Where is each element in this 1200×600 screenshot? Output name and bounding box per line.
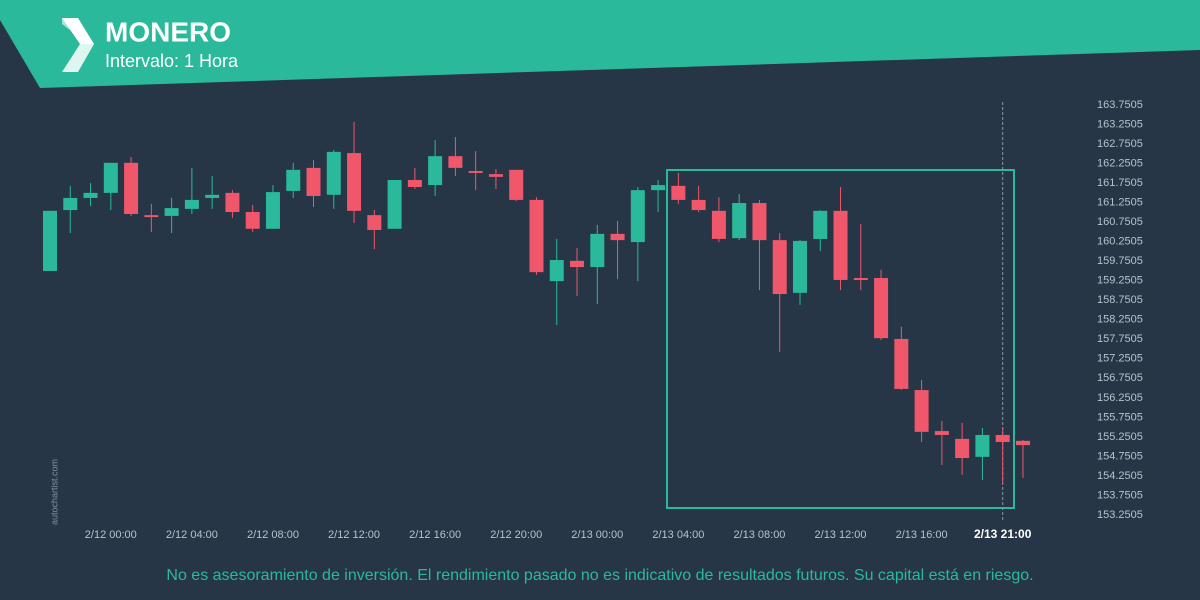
candle-body [103, 162, 118, 193]
candle-body [144, 215, 159, 218]
candle-body [651, 185, 666, 191]
y-tick-label: 157.2505 [1097, 353, 1143, 365]
y-tick-label: 159.7505 [1097, 255, 1143, 267]
candle-body [468, 171, 483, 173]
candle-body [529, 199, 544, 273]
candle-body [792, 240, 807, 293]
candle-body [184, 199, 199, 209]
y-tick-label: 153.7505 [1097, 489, 1143, 501]
candle-body [691, 199, 706, 211]
candle-body [671, 185, 686, 200]
candle-body [914, 390, 929, 432]
x-tick-label: 2/13 16:00 [896, 529, 948, 541]
y-tick-label: 154.2505 [1097, 470, 1143, 482]
x-tick-label: 2/12 12:00 [328, 529, 380, 541]
y-tick-label: 153.2505 [1097, 509, 1143, 521]
y-tick-label: 155.7505 [1097, 411, 1143, 423]
x-tick-label: 2/12 08:00 [247, 529, 299, 541]
y-tick-label: 154.7505 [1097, 450, 1143, 462]
x-tick-label: 2/13 21:00 [974, 527, 1032, 541]
candle-body [225, 192, 240, 213]
candle-body [894, 338, 909, 389]
candle-body [509, 169, 524, 200]
candle-body [347, 153, 362, 211]
pattern-box [666, 169, 1015, 509]
candle-body [1015, 440, 1030, 446]
y-tick-label: 162.2505 [1097, 157, 1143, 169]
y-tick-label: 160.7505 [1097, 216, 1143, 228]
logo-part [62, 18, 72, 30]
candle-body [995, 434, 1010, 443]
x-tick-label: 2/12 20:00 [490, 529, 542, 541]
candle-body [975, 434, 990, 457]
x-tick-label: 2/12 04:00 [166, 529, 218, 541]
candle-body [549, 260, 564, 282]
header-band [0, 0, 1200, 88]
x-tick-label: 2/13 12:00 [815, 529, 867, 541]
y-tick-label: 161.7505 [1097, 177, 1143, 189]
candle-body [630, 190, 645, 243]
y-tick-label: 157.7505 [1097, 333, 1143, 345]
candle-body [164, 208, 179, 216]
x-tick-label: 2/12 00:00 [85, 529, 137, 541]
candle-body [43, 210, 57, 271]
candle-body [590, 233, 605, 268]
candle-body [732, 203, 747, 239]
y-tick-label: 159.2505 [1097, 275, 1143, 287]
candle-body [326, 151, 341, 195]
y-tick-label: 158.2505 [1097, 314, 1143, 326]
x-tick-label: 2/12 16:00 [409, 529, 461, 541]
candle-body [367, 215, 382, 230]
candle-body [488, 174, 503, 177]
candle-body [752, 203, 767, 241]
candle-body [570, 260, 585, 268]
candle-body [63, 197, 78, 211]
y-tick-label: 156.7505 [1097, 372, 1143, 384]
chart-subtitle: Intervalo: 1 Hora [105, 51, 239, 71]
candle-body [955, 438, 970, 459]
candle-body [874, 278, 889, 339]
candle-body [306, 167, 321, 197]
candle-body [205, 194, 220, 198]
candle-body [407, 179, 422, 188]
candle-body [286, 169, 301, 191]
candle-body [245, 212, 260, 229]
candle-body [124, 162, 139, 214]
candle-body [265, 192, 280, 229]
candle-body [934, 431, 949, 435]
x-tick-label: 2/13 08:00 [733, 529, 785, 541]
y-tick-label: 163.2505 [1097, 118, 1143, 130]
candle-body [387, 179, 402, 229]
y-tick-label: 162.7505 [1097, 138, 1143, 150]
watermark: autochartist.com [49, 459, 59, 525]
x-tick-label: 2/13 04:00 [652, 529, 704, 541]
y-tick-label: 158.7505 [1097, 294, 1143, 306]
candle-body [772, 240, 787, 295]
y-tick-label: 160.2505 [1097, 236, 1143, 248]
x-tick-label: 2/13 00:00 [571, 529, 623, 541]
chart-title: MONERO [105, 16, 231, 47]
y-tick-label: 155.2505 [1097, 431, 1143, 443]
candle-body [83, 192, 98, 198]
candle-body [428, 156, 443, 186]
y-tick-label: 163.7505 [1097, 99, 1143, 111]
candle-body [711, 210, 726, 239]
candle-body [833, 210, 848, 280]
y-tick-label: 161.2505 [1097, 197, 1143, 209]
y-tick-label: 156.2505 [1097, 392, 1143, 404]
candle-body [448, 156, 463, 168]
candle-body [853, 278, 868, 280]
logo-part [62, 44, 94, 72]
candle-body [610, 233, 625, 241]
disclaimer: No es asesoramiento de inversión. El ren… [166, 567, 1033, 584]
logo [62, 18, 94, 72]
candle-body [813, 210, 828, 239]
